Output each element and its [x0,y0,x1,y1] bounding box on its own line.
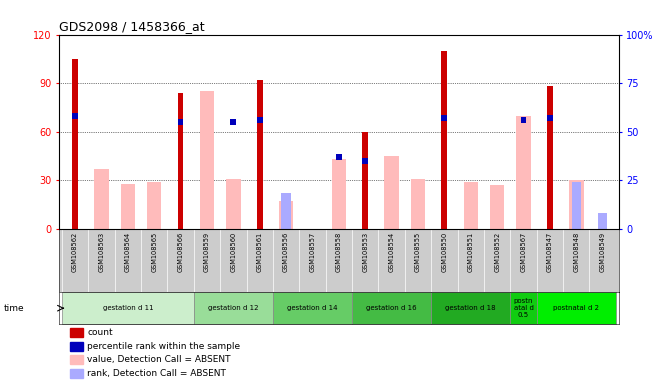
Bar [537,293,616,324]
Bar [70,356,83,364]
Text: gestation d 18: gestation d 18 [445,305,496,311]
Bar [147,182,161,229]
Text: gestation d 16: gestation d 16 [367,305,417,311]
Bar [442,51,447,229]
Bar [332,159,346,229]
Bar [273,293,352,324]
Bar [200,91,215,229]
Text: GSM108548: GSM108548 [573,232,579,272]
Text: gestation d 11: gestation d 11 [103,305,153,311]
Bar [547,115,553,121]
Text: GSM108564: GSM108564 [125,232,131,272]
Text: count: count [87,328,113,337]
Text: GSM108554: GSM108554 [389,232,395,272]
Bar [193,293,273,324]
Text: rank, Detection Call = ABSENT: rank, Detection Call = ABSENT [87,369,226,378]
Bar [517,116,531,229]
Text: GSM108552: GSM108552 [494,232,500,272]
Text: GSM108556: GSM108556 [283,232,289,272]
Bar [178,93,184,229]
Bar [257,117,263,123]
Bar [572,182,581,229]
Bar [411,179,425,229]
Text: GSM108565: GSM108565 [151,232,157,272]
Bar [72,59,78,229]
Bar [336,154,342,160]
Text: GSM108551: GSM108551 [468,232,474,272]
Bar [70,328,83,337]
Text: value, Detection Call = ABSENT: value, Detection Call = ABSENT [87,355,231,364]
Text: GSM108562: GSM108562 [72,232,78,272]
Text: percentile rank within the sample: percentile rank within the sample [87,342,240,351]
Text: GSM108547: GSM108547 [547,232,553,272]
Bar [70,342,83,351]
Bar [384,156,399,229]
Bar [520,117,526,123]
Bar [282,193,291,229]
Text: GSM108559: GSM108559 [204,232,210,272]
Bar [226,179,241,229]
Bar [257,80,263,229]
Text: gestation d 14: gestation d 14 [288,305,338,311]
Bar [490,185,505,229]
Bar [363,158,368,164]
Text: postnatal d 2: postnatal d 2 [553,305,599,311]
Text: GSM108549: GSM108549 [599,232,606,272]
Bar [363,132,368,229]
Text: time: time [3,304,24,313]
Text: GSM108566: GSM108566 [178,232,184,272]
Text: GSM108567: GSM108567 [520,232,526,272]
Text: GSM108553: GSM108553 [363,232,368,272]
Text: GSM108563: GSM108563 [99,232,105,272]
Bar [352,293,431,324]
Bar [431,293,511,324]
Text: postn
atal d
0.5: postn atal d 0.5 [514,298,534,318]
Text: GSM108555: GSM108555 [415,232,421,272]
Text: GSM108557: GSM108557 [309,232,315,272]
Bar [547,86,553,229]
Bar [94,169,109,229]
Bar [178,119,184,125]
Bar [463,182,478,229]
Bar [598,213,607,229]
Text: GSM108561: GSM108561 [257,232,263,272]
Text: GSM108560: GSM108560 [230,232,236,272]
Bar [70,369,83,378]
Bar [120,184,135,229]
Bar [230,119,236,125]
Bar [442,115,447,121]
Bar [72,113,78,119]
Bar [62,293,193,324]
Text: gestation d 12: gestation d 12 [208,305,259,311]
Text: GDS2098 / 1458366_at: GDS2098 / 1458366_at [59,20,205,33]
Bar [511,293,537,324]
Text: GSM108550: GSM108550 [442,232,447,272]
Bar [569,180,584,229]
Text: GSM108558: GSM108558 [336,232,342,272]
Bar [279,201,293,229]
